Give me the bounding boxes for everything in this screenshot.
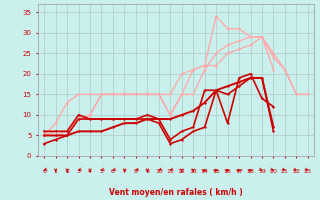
X-axis label: Vent moyen/en rafales ( km/h ): Vent moyen/en rafales ( km/h ) xyxy=(109,188,243,197)
